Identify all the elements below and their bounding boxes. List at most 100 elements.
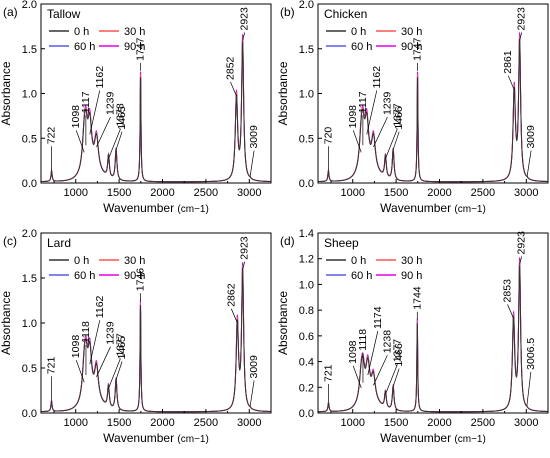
x-axis-unit: (cm−1) — [454, 204, 485, 215]
peak-annotation: 1117 — [357, 91, 369, 113]
panel-tallow: 1000 1500 2000 2500 3000 0.0 0.5 1.0 1.5 2.0 Waven… — [0, 0, 272, 215]
plot-frame — [317, 232, 549, 414]
peak-annotation: 1174 — [372, 306, 384, 329]
y-tick-label: 1.5 — [299, 44, 314, 56]
y-tick-label: 2.0 — [22, 228, 37, 240]
x-tick-label: 3000 — [237, 417, 261, 429]
y-tick-label: 1.0 — [22, 89, 37, 101]
legend-label: 90 h — [401, 270, 422, 282]
x-axis-title: Wavenumber (cm−1) — [380, 201, 486, 215]
x-axis-title: Wavenumber (cm−1) — [103, 431, 209, 445]
y-tick-label: 1.0 — [299, 279, 314, 291]
series-line-0h — [318, 38, 548, 183]
annotation-leader — [373, 116, 388, 148]
legend-label: 0 h — [351, 255, 366, 267]
peak-annotation: 1466 — [393, 343, 405, 367]
y-axis-title: Absorbance — [276, 291, 290, 355]
annotation-leader — [352, 130, 362, 153]
y-axis-title: Absorbance — [0, 291, 13, 355]
y-tick-label: 1.0 — [299, 89, 314, 101]
x-axis-unit: (cm−1) — [177, 434, 208, 445]
y-tick-label: 0.5 — [22, 363, 37, 375]
x-tick-label: 1000 — [63, 417, 87, 429]
peak-annotation: 1746 — [134, 268, 146, 292]
y-tick-label: 1.2 — [299, 254, 314, 266]
peak-annotation: 2853 — [502, 279, 514, 303]
annotation-leader — [385, 128, 398, 159]
x-tick-label: 1500 — [107, 187, 131, 199]
peak-annotation: 1744 — [411, 286, 423, 310]
peak-annotation: 1377 — [114, 333, 126, 357]
x-tick-label: 2000 — [427, 187, 451, 199]
legend-label: 0 h — [74, 26, 89, 38]
annotation-leader — [507, 304, 514, 319]
y-axis-title: Absorbance — [0, 61, 13, 125]
x-axis-title: Wavenumber (cm−1) — [380, 431, 486, 445]
legend-label: 30 h — [401, 255, 422, 267]
legend-label: 60 h — [351, 270, 372, 282]
x-tick-label: 3000 — [514, 417, 538, 429]
peak-annotation: 3009 — [525, 125, 537, 149]
y-axis-title: Absorbance — [276, 61, 290, 125]
annotation-leader — [507, 75, 515, 90]
y-tick-label: 1.5 — [22, 273, 37, 285]
panel-title: Chicken — [324, 7, 367, 21]
x-tick-label: 1500 — [384, 187, 408, 199]
annotation-leader — [249, 380, 255, 407]
peak-annotation: 1747 — [412, 37, 424, 61]
peak-annotation: 1098 — [347, 105, 359, 129]
x-axis-title: Wavenumber (cm−1) — [103, 201, 209, 215]
peak-annotation: 722 — [46, 127, 58, 145]
annotation-leader — [242, 261, 245, 270]
legend-label: 30 h — [401, 26, 422, 38]
x-tick-label: 2500 — [471, 187, 495, 199]
annotation-leader — [89, 320, 101, 365]
peak-annotation: 1162 — [94, 66, 106, 89]
x-tick-label: 1500 — [107, 417, 131, 429]
annotation-leader — [75, 130, 85, 153]
peak-annotation: 1162 — [94, 295, 106, 318]
y-tick-label: 0.5 — [22, 133, 37, 145]
peak-annotation: 1466 — [393, 106, 405, 130]
annotation-leader — [75, 360, 85, 383]
series-line-0h — [318, 264, 548, 413]
peak-annotation: 1118 — [357, 329, 369, 351]
series-line-0h — [41, 40, 271, 183]
panel-title: Lard — [47, 236, 71, 250]
peak-annotation: 1117 — [80, 91, 92, 113]
legend-label: 0 h — [351, 26, 366, 38]
annotation-leader — [373, 355, 388, 386]
annotation-leader — [519, 32, 522, 41]
panel-title: Sheep — [324, 236, 359, 250]
peak-annotation: 2923 — [516, 7, 528, 31]
peak-annotation: 2861 — [502, 50, 514, 74]
peak-annotation: 720 — [322, 127, 334, 145]
y-tick-label: 1.0 — [22, 318, 37, 330]
peak-annotation: 1098 — [347, 340, 359, 364]
legend-label: 30 h — [124, 255, 145, 267]
panel-title: Tallow — [47, 7, 81, 21]
y-tick-label: 0.2 — [299, 382, 314, 394]
peak-annotation: 1239 — [381, 91, 393, 115]
annotation-leader — [519, 256, 522, 265]
x-tick-label: 2000 — [150, 187, 174, 199]
y-tick-label: 0.4 — [299, 357, 314, 369]
peak-annotation: 2923 — [239, 7, 251, 31]
annotation-leader — [366, 90, 378, 135]
legend-label: 60 h — [74, 270, 95, 282]
annotation-leader — [89, 90, 101, 135]
x-tick-label: 3000 — [237, 187, 261, 199]
annotation-leader — [115, 131, 123, 150]
legend-label: 60 h — [351, 41, 372, 53]
peak-annotation: 3006.5 — [525, 338, 537, 370]
series-line-0h — [41, 267, 271, 413]
panel-sheep: 1000 1500 2000 2500 3000 0.0 0.2 0.4 0.6 0.8 1.0 1.… — [276, 228, 549, 445]
annotation-leader — [385, 364, 398, 395]
panel-label: (a) — [3, 5, 18, 19]
annotation-leader — [392, 368, 400, 387]
annotation-leader — [367, 330, 379, 376]
peak-annotation: 1377 — [391, 339, 403, 363]
y-tick-label: 0.0 — [22, 178, 37, 190]
